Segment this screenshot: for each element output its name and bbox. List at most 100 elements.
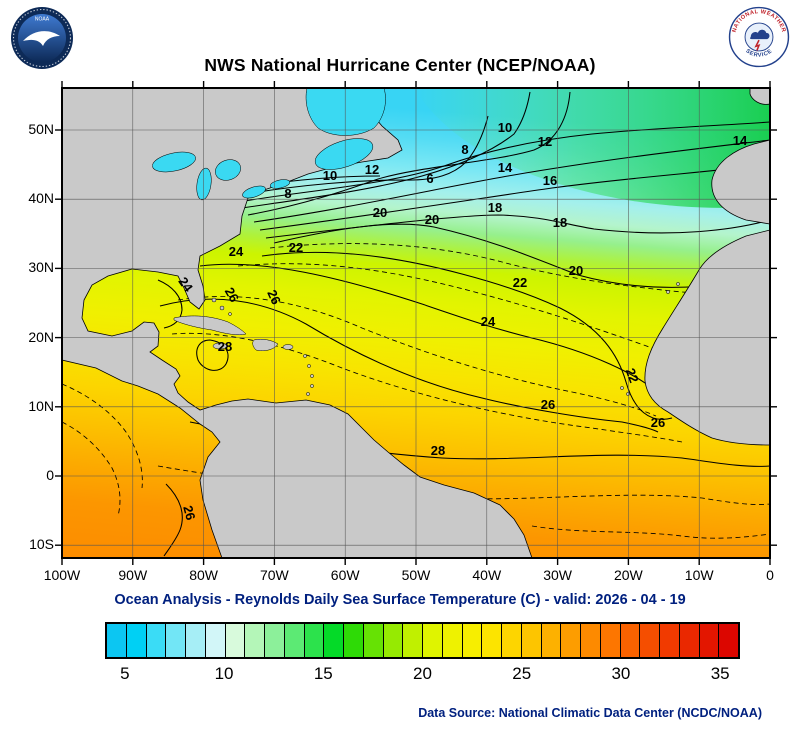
contour-value-label: 18: [553, 215, 567, 230]
contour-value-label: 10: [498, 120, 512, 135]
lesser-antilles: [310, 384, 314, 388]
colorbar: [105, 622, 740, 659]
cloud-icon: [750, 29, 770, 40]
contour-value-label: 10: [323, 168, 337, 183]
colorbar-cell: [620, 624, 641, 657]
bahamas: [228, 312, 232, 316]
colorbar-cell: [462, 624, 483, 657]
hudson-bay: [305, 87, 386, 136]
contour-value-label: 28: [431, 443, 445, 458]
colorbar-cell: [225, 624, 246, 657]
y-axis-label: 10N: [28, 397, 54, 414]
x-axis-label: 40W: [472, 567, 502, 583]
noaa-label: NOAA: [35, 17, 50, 23]
contour-value-label: 22: [289, 240, 303, 255]
grid-lines: [62, 88, 770, 558]
isotherm-26: [159, 298, 659, 433]
colorbar-tick-label: 30: [611, 664, 631, 683]
x-axis-label: 90W: [118, 567, 148, 583]
isotherm-12: [247, 91, 571, 216]
y-axis-label: 20N: [28, 328, 54, 345]
contour-value-label: 20: [425, 212, 439, 227]
contour-value-label: 20: [373, 205, 387, 220]
x-axis-label: 30W: [543, 567, 572, 583]
nws-logo: NATIONAL WEATHER SERVICE: [728, 6, 790, 68]
isotherm-18: [265, 214, 771, 239]
noaa-logo: NOAA: [10, 6, 74, 70]
isotherm-dashed: [61, 383, 143, 489]
colorbar-cell: [521, 624, 542, 657]
lightning-icon: [754, 39, 761, 51]
bahamas: [219, 305, 225, 311]
lesser-antilles: [306, 392, 310, 396]
canary-islands: [676, 282, 680, 286]
sst-map: 8 10 12 14 6 12 10 8 14 16 18 18 20 20 20 22 22 22 24 24 24 2…: [55, 81, 777, 565]
contour-value-label: 6: [426, 171, 433, 186]
bahamas: [211, 297, 217, 303]
nws-emblem: NATIONAL WEATHER SERVICE: [728, 6, 790, 68]
page-title: NWS National Hurricane Center (NCEP/NOAA…: [204, 55, 596, 75]
contour-value-label: 12: [538, 134, 552, 149]
contour-value-label: 12: [365, 162, 379, 177]
contour-value-label: 8: [284, 186, 291, 201]
contour-value-label: 26: [541, 397, 555, 412]
x-axis-label: 80W: [189, 567, 218, 583]
contour-value-label: 14: [733, 133, 748, 148]
y-axis-label: 30N: [28, 259, 54, 276]
canary-islands: [666, 290, 670, 294]
island-cuba: [173, 315, 247, 336]
isotherm-10: [241, 91, 531, 209]
isotherm-dashed: [61, 421, 121, 517]
contour-value-label: 26: [264, 287, 284, 306]
x-axis-label: 70W: [259, 567, 289, 583]
lesser-antilles: [310, 374, 314, 378]
colorbar-cell: [581, 624, 601, 657]
colorbar-cell: [107, 624, 127, 657]
lake-superior: [152, 151, 196, 173]
y-axis-label: 10S: [29, 536, 54, 553]
contour-value-label: 16: [543, 173, 557, 188]
landmass-iberia: [711, 139, 771, 225]
island-puerto-rico: [282, 344, 294, 350]
colorbar-cell: [383, 624, 404, 657]
colorbar-cell: [640, 624, 660, 657]
colorbar-cell: [541, 624, 562, 657]
lesser-antilles: [307, 364, 311, 368]
colorbar-cell: [502, 624, 522, 657]
colorbar-cell: [699, 624, 720, 657]
lake-erie: [242, 185, 266, 199]
colorbar-tick-label: 5: [120, 664, 130, 683]
contour-value-label: 22: [513, 275, 527, 290]
colorbar-cell: [600, 624, 621, 657]
lakes-and-bays: [152, 87, 386, 201]
contour-value-label: 18: [488, 200, 502, 215]
x-axis-label: 100W: [43, 567, 81, 583]
isotherm-24: [199, 263, 663, 397]
x-axis-label: 0: [766, 567, 774, 583]
y-axis-label: 40N: [28, 190, 54, 207]
lake-huron: [215, 159, 241, 181]
isotherm-24-gulf: [157, 279, 183, 329]
y-axis-label: 0: [46, 467, 54, 483]
contour-value-label: 24: [229, 244, 244, 259]
lake-michigan: [196, 167, 212, 201]
colorbar-cell: [146, 624, 167, 657]
map-caption: Ocean Analysis - Reynolds Daily Sea Surf…: [114, 592, 686, 608]
colorbar-cell: [205, 624, 226, 657]
isotherm-dashed: [171, 332, 683, 443]
island-jamaica: [212, 342, 228, 350]
colorbar-cell: [363, 624, 384, 657]
x-axis-label: 20W: [613, 567, 643, 583]
seagull-icon: [23, 31, 60, 46]
axis-ticks: [55, 81, 777, 565]
svg-text:SERVICE: SERVICE: [744, 48, 773, 58]
nws-ring-text-bottom: SERVICE: [744, 48, 773, 58]
isotherm-26-pacific: [163, 483, 183, 557]
contour-value-label: 26: [222, 285, 242, 305]
contour-value-label: 28: [218, 339, 232, 354]
isotherm-22: [261, 251, 673, 420]
x-axis-label: 50W: [401, 567, 431, 583]
colorbar-cell: [166, 624, 186, 657]
